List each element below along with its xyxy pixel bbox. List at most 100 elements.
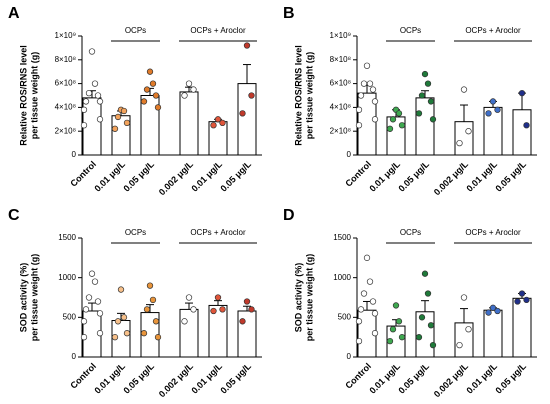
data-point bbox=[94, 298, 102, 305]
x-tick-label: 0.05 μg/L bbox=[218, 361, 253, 396]
data-point bbox=[424, 80, 432, 87]
panel-label: B bbox=[283, 5, 295, 22]
data-point bbox=[489, 304, 497, 311]
data-point bbox=[371, 310, 379, 317]
data-point bbox=[210, 122, 217, 129]
data-point bbox=[219, 119, 226, 127]
data-point bbox=[357, 92, 365, 99]
data-point bbox=[360, 80, 368, 87]
y-axis-label: per tissue weight (g) bbox=[29, 254, 39, 342]
data-point bbox=[239, 318, 246, 325]
data-point bbox=[149, 80, 157, 87]
data-point bbox=[415, 110, 423, 117]
bar bbox=[454, 121, 474, 156]
data-point bbox=[120, 107, 128, 115]
data-point bbox=[395, 318, 403, 325]
data-point bbox=[146, 68, 154, 75]
bar bbox=[237, 310, 257, 358]
data-point bbox=[421, 70, 429, 78]
data-point bbox=[355, 106, 363, 113]
data-point bbox=[85, 89, 93, 97]
data-point bbox=[96, 116, 104, 123]
panel: D SOD activity (%) per tissue weight (g) 0 5… bbox=[283, 207, 537, 399]
data-point bbox=[96, 310, 104, 317]
data-point bbox=[82, 306, 90, 313]
data-point bbox=[369, 86, 377, 93]
data-point bbox=[96, 98, 104, 105]
bar bbox=[140, 95, 160, 156]
data-point bbox=[485, 309, 492, 316]
data-point bbox=[114, 113, 122, 121]
y-axis-label: Relative ROS/RNS level bbox=[293, 45, 303, 146]
group-label: OCPs bbox=[400, 26, 421, 35]
y-tick-label: 1×10⁹ bbox=[330, 31, 351, 40]
y-tick-label: 4×10⁸ bbox=[330, 103, 351, 112]
y-tick-label: 500 bbox=[63, 312, 77, 321]
panel: B Relative ROS/RNS level per tissue weight… bbox=[283, 5, 537, 197]
x-tick-label: 0.05 μg/L bbox=[493, 159, 528, 194]
data-point bbox=[392, 302, 400, 309]
data-point bbox=[366, 80, 374, 87]
bar bbox=[512, 297, 532, 358]
y-axis-label: Relative ROS/RNS level bbox=[18, 45, 28, 146]
data-point bbox=[418, 314, 426, 321]
data-point bbox=[96, 330, 104, 337]
data-point bbox=[460, 86, 468, 93]
data-point bbox=[363, 254, 371, 261]
data-point bbox=[243, 298, 251, 305]
group-label: OCPs bbox=[125, 26, 146, 35]
y-tick-label: 1×10⁹ bbox=[55, 31, 76, 40]
y-tick-label: 8×10⁸ bbox=[330, 55, 351, 64]
data-point bbox=[214, 294, 222, 301]
data-point bbox=[485, 110, 492, 117]
data-point bbox=[85, 294, 93, 301]
data-point bbox=[371, 98, 379, 105]
data-point bbox=[154, 334, 162, 341]
data-point bbox=[369, 298, 377, 305]
data-point bbox=[518, 290, 526, 297]
data-point bbox=[123, 119, 131, 127]
data-point bbox=[123, 330, 131, 337]
bar bbox=[237, 83, 257, 156]
bar bbox=[179, 91, 199, 156]
data-point bbox=[120, 314, 128, 321]
data-point bbox=[190, 86, 197, 93]
data-point bbox=[395, 110, 403, 117]
data-point bbox=[398, 334, 406, 341]
data-point bbox=[80, 122, 88, 129]
data-point bbox=[185, 80, 193, 87]
data-point bbox=[210, 307, 217, 315]
y-axis-label: SOD activity (%) bbox=[18, 263, 28, 333]
data-point bbox=[355, 122, 363, 129]
data-point bbox=[185, 294, 193, 301]
data-point bbox=[427, 98, 435, 105]
y-tick-label: 2×10⁸ bbox=[55, 126, 76, 135]
data-point bbox=[456, 139, 463, 147]
data-point bbox=[181, 92, 188, 99]
data-point bbox=[181, 318, 188, 325]
group-label: OCPs bbox=[125, 228, 146, 237]
x-tick-label: 0.05 μg/L bbox=[493, 361, 528, 396]
data-point bbox=[146, 282, 154, 289]
panel-label: C bbox=[8, 207, 20, 224]
data-point bbox=[248, 92, 255, 99]
data-point bbox=[386, 125, 394, 132]
data-point bbox=[80, 106, 88, 113]
data-point bbox=[366, 278, 374, 285]
x-tick-label: 0.05 μg/L bbox=[396, 361, 431, 396]
data-point bbox=[88, 270, 96, 277]
data-point bbox=[371, 116, 379, 123]
group-label: OCPs + Aroclor bbox=[465, 228, 521, 237]
y-tick-label: 0 bbox=[347, 150, 352, 159]
data-point bbox=[429, 116, 437, 123]
data-point bbox=[80, 318, 88, 325]
data-point bbox=[154, 104, 162, 111]
data-point bbox=[243, 42, 251, 49]
data-point bbox=[357, 306, 365, 313]
data-point bbox=[82, 98, 90, 105]
data-point bbox=[494, 106, 501, 113]
data-point bbox=[418, 92, 426, 99]
data-point bbox=[371, 330, 379, 337]
data-point bbox=[494, 307, 501, 315]
